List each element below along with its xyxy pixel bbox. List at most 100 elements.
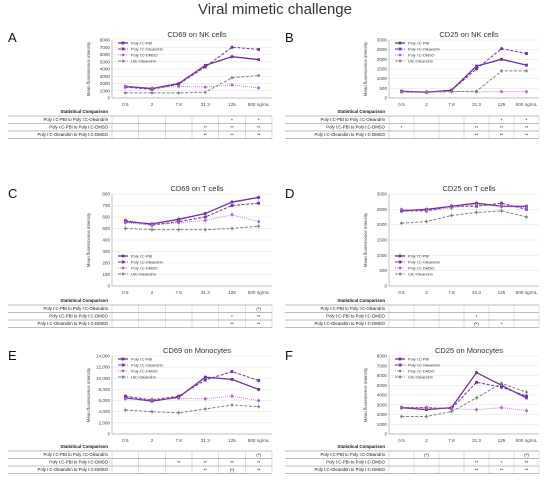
data-point <box>499 209 504 213</box>
data-point <box>524 69 529 73</box>
x-tick-label: 500 ng/mL <box>248 438 270 443</box>
x-tick-label: 500 ng/mL <box>516 438 538 443</box>
data-point <box>176 227 181 232</box>
stats-mark: ** <box>500 467 504 472</box>
stats-mark: * <box>401 125 403 130</box>
legend-entry: Poly I:C-PBI <box>408 253 429 258</box>
legend-marker <box>398 363 402 367</box>
data-point <box>230 378 234 381</box>
data-point <box>257 399 261 402</box>
data-point <box>150 410 154 414</box>
data-point <box>150 86 154 90</box>
data-point <box>500 204 503 208</box>
series-uic <box>399 380 529 420</box>
chart-panel-c: C CD69 on T cells 0 100 200 300 400 500 600 700 80… <box>8 184 273 328</box>
y-tick-label: 5000 <box>377 383 388 388</box>
legend-entry: UIC-Oleandrin <box>131 271 156 276</box>
data-point <box>177 221 181 225</box>
x-tick-label: 0.5 <box>122 438 129 443</box>
data-point <box>123 91 128 95</box>
data-point <box>257 388 261 391</box>
stats-mark: ** <box>257 125 261 130</box>
data-point <box>230 55 234 59</box>
data-point <box>203 212 207 215</box>
data-point <box>123 397 127 401</box>
stats-row-label: Poly I:C-PBI to Poly I:C-Oleandrin <box>44 452 109 457</box>
y-tick-label: 3000 <box>100 74 111 79</box>
legend-entry: UIC-Oleandrin <box>131 374 156 379</box>
chart-title: CD69 on NK cells <box>167 30 226 39</box>
stats-mark: ** <box>230 132 234 137</box>
data-point <box>230 76 234 80</box>
data-point <box>500 57 503 61</box>
chart-panel-a: A CD69 on NK cells 0 1000 2000 3000 4000 5000 60… <box>8 30 273 139</box>
stats-header: Statistical Comparison <box>60 444 108 449</box>
data-point <box>203 219 207 222</box>
data-point <box>524 390 529 394</box>
data-point <box>500 47 503 51</box>
series-ole <box>123 199 261 229</box>
y-tick-label: 2500 <box>377 47 388 52</box>
series-ole <box>400 199 528 215</box>
y-axis-label: Mean fluorescence intensity <box>363 212 368 267</box>
data-point <box>425 406 428 410</box>
y-axis-label: Mean fluorescence intensity <box>86 212 91 267</box>
series-line <box>401 202 527 212</box>
x-tick-label: 0.5 <box>122 290 129 295</box>
y-tick-label: 800 <box>102 192 110 197</box>
data-point <box>257 379 261 382</box>
data-point <box>230 200 234 204</box>
legend-marker <box>121 363 125 367</box>
stats-row-label: Poly I:C-PBI to Poly I:C-Oleandrin <box>321 117 386 122</box>
y-tick-label: 1000 <box>100 88 111 93</box>
chart-title: CD69 on T cells <box>170 184 223 193</box>
chart-title: CD69 on Monocytes <box>163 346 231 355</box>
chart-panel-f: F CD25 on Monocytes 0 1000 2000 3000 4000 5000 6… <box>285 346 540 474</box>
legend-entry: Poly I:C-DMSO <box>408 368 435 373</box>
data-point <box>474 396 479 400</box>
y-tick-label: 500 <box>102 226 110 231</box>
panel-letter: E <box>8 348 17 363</box>
stats-table: Statistical Comparison Poly I:C-PBI to Po… <box>8 298 273 328</box>
stats-row-label: Poly I:C-PBI to Poly I:C-Oleandrin <box>44 306 109 311</box>
series-dmso <box>123 82 261 90</box>
y-tick-label: 0 <box>384 96 387 101</box>
stats-mark: (*) <box>424 452 429 457</box>
series-uic <box>399 207 529 227</box>
data-point <box>449 89 454 94</box>
series-uic <box>123 402 261 416</box>
series-line <box>125 371 259 401</box>
legend-marker <box>121 260 125 264</box>
y-tick-label: 1500 <box>377 67 388 72</box>
y-tick-label: 12,000 <box>96 365 110 370</box>
stats-mark: (*) <box>256 452 261 457</box>
y-tick-label: 700 <box>102 203 110 208</box>
stats-mark: (*) <box>524 452 529 457</box>
chart-panel-d: D CD25 on T cells 0 500 1000 1500 2000 2500 3000… <box>285 184 540 328</box>
stats-row-label: Poly I:C-PBI to Poly I:C-DMSO <box>326 314 385 319</box>
y-axis-label: Mean fluorescence intensity <box>86 367 91 422</box>
data-point <box>150 227 154 232</box>
y-tick-label: 7000 <box>100 45 111 50</box>
series-line <box>401 204 527 212</box>
y-tick-label: 4,000 <box>99 409 111 414</box>
series-pbi <box>400 199 528 215</box>
data-point <box>525 409 528 412</box>
data-point <box>150 91 154 95</box>
data-point <box>230 394 234 398</box>
legend-marker <box>398 254 402 258</box>
stats-mark: * <box>258 117 260 122</box>
data-point <box>524 215 529 219</box>
x-tick-label: 125 <box>228 290 236 295</box>
x-tick-label: 31.3 <box>472 438 481 443</box>
legend-marker <box>398 369 402 373</box>
stats-row-label: Poly I:C-Oleandrin to Poly I:C-DMSO <box>315 467 386 472</box>
legend-entry: Poly I:C-PBI <box>131 40 152 45</box>
stats-mark: ** <box>230 125 234 130</box>
data-point <box>203 227 208 232</box>
data-point <box>150 223 154 227</box>
data-point <box>474 89 479 93</box>
x-tick-label: 31.3 <box>201 102 210 107</box>
data-point <box>500 406 503 410</box>
